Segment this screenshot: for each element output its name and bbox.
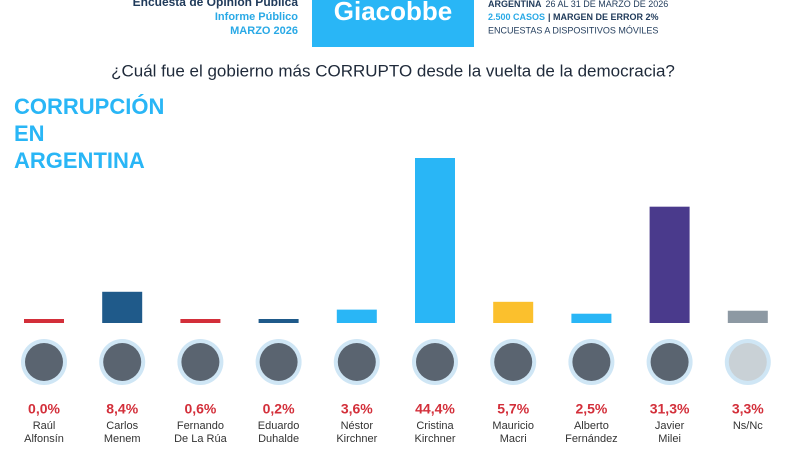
chart-title: ¿Cuál fue el gobierno más CORRUPTO desde…: [111, 61, 675, 80]
value-label: 0,6%: [184, 401, 216, 417]
portrait-inner: [25, 343, 63, 381]
category-label: Alfonsín: [24, 433, 64, 445]
bar: [415, 158, 455, 323]
category-label: Ns/Nc: [733, 420, 763, 432]
subtitle: ARGENTINA: [14, 148, 145, 173]
value-label: 3,3%: [732, 401, 764, 417]
subtitle: CORRUPCIÓN: [14, 94, 164, 119]
category-label: De La Rúa: [174, 433, 227, 445]
category-label: Eduardo: [258, 420, 300, 432]
place-text: ARGENTINA: [488, 0, 542, 9]
category-label: Kirchner: [336, 433, 377, 445]
portrait-inner: [181, 343, 220, 381]
bar: [180, 319, 221, 323]
survey-label: Encuesta de Opinión Pública: [133, 0, 299, 9]
category-label: Fernández: [565, 433, 618, 445]
value-label: 5,7%: [497, 401, 529, 417]
bar: [571, 313, 612, 323]
place: ARGENTINA 26 AL 31 DE MARZO DE 2026: [488, 0, 668, 9]
bar: [727, 310, 768, 323]
dates: 26 AL 31 DE MARZO DE 2026: [546, 0, 669, 9]
margin: | MARGEN DE ERROR 2%: [548, 12, 659, 22]
subtitle: EN: [14, 121, 45, 146]
method: ENCUESTAS A DISPOSITIVOS MÓVILES: [488, 25, 658, 35]
category-label: Fernando: [177, 420, 224, 432]
value-label: 0,0%: [28, 401, 60, 417]
category-label: Raúl: [33, 420, 56, 432]
category-label: Cristina: [416, 420, 454, 432]
category-label: Menem: [104, 433, 141, 445]
category-label: Carlos: [106, 420, 138, 432]
portrait-inner: [728, 343, 767, 381]
portrait-inner: [259, 343, 298, 381]
portrait-inner: [650, 343, 689, 381]
brand: Giacobbe: [334, 0, 452, 26]
category-label: Duhalde: [258, 433, 299, 445]
bar: [102, 291, 143, 323]
value-label: 31,3%: [650, 401, 690, 417]
date-label: MARZO 2026: [230, 25, 298, 37]
bar: [258, 319, 299, 323]
value-label: 8,4%: [106, 401, 138, 417]
cases: 2.500 CASOS | MARGEN DE ERROR 2%: [488, 12, 659, 22]
value-label: 2,5%: [575, 401, 607, 417]
category-label: Javier: [655, 420, 685, 432]
category-label: Milei: [658, 433, 681, 445]
value-label: 44,4%: [415, 401, 455, 417]
bar: [336, 309, 377, 323]
portrait-inner: [103, 343, 142, 381]
brand-box: [312, 0, 474, 47]
category-label: Alberto: [574, 420, 609, 432]
portrait-inner: [416, 343, 454, 381]
category-label: Néstor: [341, 420, 374, 432]
bar: [649, 206, 690, 323]
category-label: Kirchner: [415, 433, 456, 445]
portrait-inner: [337, 343, 376, 381]
value-label: 0,2%: [263, 401, 295, 417]
category-label: Mauricio: [492, 420, 534, 432]
bar: [24, 319, 64, 323]
cases-text: 2.500 CASOS: [488, 12, 545, 22]
portrait-inner: [494, 343, 533, 381]
value-label: 3,6%: [341, 401, 373, 417]
report-label: Informe Público: [215, 11, 298, 23]
category-label: Macri: [500, 433, 527, 445]
portrait-inner: [572, 343, 611, 381]
bar: [493, 301, 534, 323]
